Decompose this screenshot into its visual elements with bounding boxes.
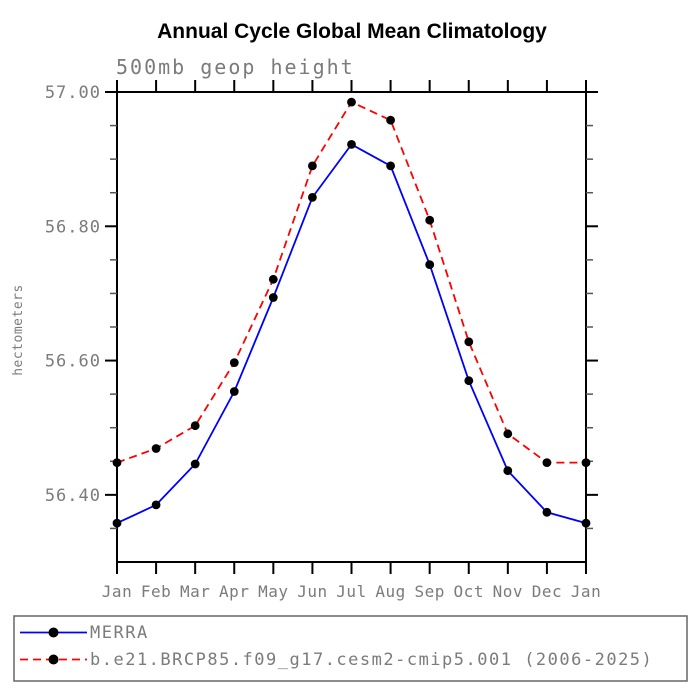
legend-label: b.e21.BRCP85.f09_g17.cesm2-cmip5.001 (20… xyxy=(90,650,653,670)
x-tick-label: Sep xyxy=(414,582,444,601)
x-tick-label: Jan xyxy=(571,582,601,601)
data-point-dot xyxy=(347,97,356,107)
chart-title: Annual Cycle Global Mean Climatology xyxy=(157,20,547,43)
axis-frame xyxy=(116,91,587,563)
data-point-dot xyxy=(503,466,513,476)
data-point-dot xyxy=(464,337,474,347)
legend: MERRA b.e21.BRCP85.f09_g17.cesm2-cmip5.00… xyxy=(13,615,688,682)
data-point-dot xyxy=(464,376,474,386)
data-point-dot xyxy=(229,387,239,396)
x-tick-label: Jan xyxy=(102,582,132,601)
legend-label: MERRA xyxy=(90,623,149,643)
data-point-dot xyxy=(386,115,395,125)
data-point-dot xyxy=(581,518,591,528)
x-tick-label: Feb xyxy=(141,582,171,601)
legend-row: MERRA xyxy=(20,623,149,643)
data-point-dot xyxy=(308,193,317,202)
data-point-dot xyxy=(386,161,395,171)
series-line-dashed xyxy=(116,100,586,464)
x-tick-label: Jul xyxy=(336,582,366,601)
data-point-dot xyxy=(112,458,122,467)
series-line-solid xyxy=(116,143,587,524)
y-tick-label: 56.60 xyxy=(45,352,101,372)
x-tick-label: May xyxy=(258,582,288,601)
y-minor-ticks xyxy=(110,124,593,530)
x-tick-label: Oct xyxy=(454,582,484,601)
x-tick-label: Aug xyxy=(375,582,405,601)
series-markers xyxy=(112,97,591,467)
data-point-dot xyxy=(112,518,122,528)
series-markers xyxy=(112,140,591,528)
data-point-dot xyxy=(229,358,239,367)
data-point-dot xyxy=(503,429,513,439)
data-point-dot xyxy=(268,274,278,284)
legend-row: b.e21.BRCP85.f09_g17.cesm2-cmip5.001 (20… xyxy=(20,650,653,670)
data-point-dot xyxy=(425,260,435,269)
x-tick-label: Dec xyxy=(532,582,562,601)
y-tick-label: 57.00 xyxy=(45,83,101,103)
data-point-dot xyxy=(347,140,356,149)
x-tick-label: Nov xyxy=(493,582,523,601)
legend-marker-dot xyxy=(48,627,59,638)
y-tick-label: 56.80 xyxy=(45,217,101,237)
plot-area: Jan Feb Mar Apr May Jun Jul Aug Sep Oct Nov Dec Jan 5… xyxy=(45,80,601,601)
x-tick-label: Mar xyxy=(180,582,210,601)
x-ticks xyxy=(116,80,587,574)
y-tick-label: 56.40 xyxy=(45,486,101,506)
data-point-dot xyxy=(542,507,552,517)
data-point-dot xyxy=(151,444,161,453)
chart-subtitle: 500mb geop height xyxy=(116,55,355,79)
data-point-dot xyxy=(542,458,552,467)
x-tick-label: Jun xyxy=(297,582,327,601)
data-point-dot xyxy=(268,293,278,302)
legend-box xyxy=(13,615,688,682)
legend-marker-dot xyxy=(48,654,59,665)
data-point-dot xyxy=(190,459,200,469)
y-major-ticks xyxy=(105,91,598,496)
data-point-dot xyxy=(308,161,317,171)
x-tick-label: Apr xyxy=(219,582,249,601)
y-axis-label: hectometers xyxy=(11,284,26,376)
data-point-dot xyxy=(151,500,161,510)
data-point-dot xyxy=(581,458,591,467)
data-point-dot xyxy=(425,215,435,225)
data-point-dot xyxy=(190,421,200,431)
